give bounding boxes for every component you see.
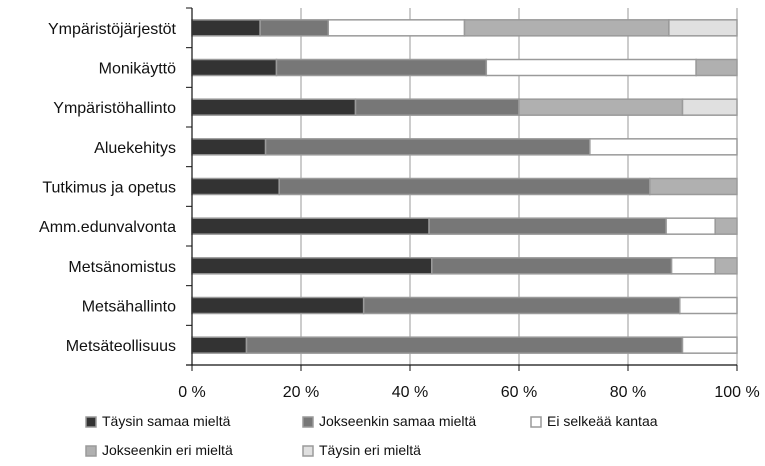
bar-segment bbox=[681, 98, 738, 116]
bar-segment bbox=[714, 217, 738, 235]
category-label: Ympäristöhallinto bbox=[53, 100, 176, 117]
category-label: Monikäyttö bbox=[99, 61, 176, 78]
x-tick-label: 100 % bbox=[714, 384, 759, 401]
bar-segment bbox=[589, 138, 738, 156]
bar-segment bbox=[191, 257, 433, 275]
legend-label: Täysin eri mieltä bbox=[319, 442, 421, 458]
legend-label: Jokseenkin eri mieltä bbox=[102, 442, 233, 458]
legend-swatch bbox=[85, 445, 97, 457]
category-labels: Ympäristöjärjestöt Monikäyttö Ympäristöhal… bbox=[39, 21, 177, 355]
x-tick-label: 0 % bbox=[178, 384, 206, 401]
legend-swatch bbox=[85, 416, 97, 428]
bar-segment bbox=[714, 257, 738, 275]
bar-segment bbox=[649, 177, 738, 196]
legend-swatch bbox=[302, 445, 314, 457]
bar-segment bbox=[191, 58, 278, 77]
bar-segment bbox=[354, 98, 520, 116]
legend-swatch bbox=[302, 416, 314, 428]
bar-segment bbox=[278, 177, 651, 196]
x-tick-label: 60 % bbox=[501, 384, 537, 401]
legend-label: Ei selkeää kantaa bbox=[547, 413, 658, 429]
bar-segment bbox=[191, 98, 357, 116]
category-label: Tutkimus ja opetus bbox=[42, 180, 176, 197]
bar-segment bbox=[670, 257, 716, 275]
x-tick-labels: 0 % 20 % 40 % 60 % 80 % 100 % bbox=[178, 384, 759, 401]
bar-segment bbox=[362, 296, 681, 315]
category-label: Ympäristöjärjestöt bbox=[48, 21, 177, 38]
bar-segment bbox=[264, 138, 591, 156]
bar-segment bbox=[428, 217, 667, 235]
legend-label: Täysin samaa mieltä bbox=[102, 413, 231, 429]
bar-segment bbox=[191, 217, 430, 235]
category-label: Metsäteollisuus bbox=[66, 338, 176, 355]
bar-segment bbox=[245, 336, 684, 354]
bars bbox=[191, 19, 738, 354]
bar-segment bbox=[327, 19, 466, 37]
bar-segment bbox=[668, 19, 738, 37]
category-label: Aluekehitys bbox=[94, 140, 176, 157]
category-label: Metsähallinto bbox=[82, 299, 176, 316]
bar-segment bbox=[259, 19, 329, 37]
bar-segment bbox=[191, 336, 248, 354]
x-tick-label: 40 % bbox=[392, 384, 428, 401]
bar-segment bbox=[191, 296, 365, 315]
bar-segment bbox=[431, 257, 673, 275]
bar-segment bbox=[681, 336, 738, 354]
bar-segment bbox=[191, 138, 267, 156]
x-tick-label: 20 % bbox=[283, 384, 319, 401]
legend-label: Jokseenkin samaa mieltä bbox=[319, 413, 476, 429]
bar-segment bbox=[695, 58, 738, 77]
x-tick-label: 80 % bbox=[610, 384, 646, 401]
bar-segment bbox=[518, 98, 684, 116]
bar-segment bbox=[191, 19, 261, 37]
bar-segment bbox=[191, 177, 280, 196]
bar-segment bbox=[275, 58, 488, 77]
bar-segment bbox=[679, 296, 738, 315]
category-label: Amm.edunvalvonta bbox=[39, 219, 176, 236]
bar-segment bbox=[485, 58, 697, 77]
bar-segment bbox=[665, 217, 716, 235]
legend-swatch bbox=[530, 416, 542, 428]
axes bbox=[186, 7, 738, 371]
legend: Täysin samaa mieltä Jokseenkin samaa miel… bbox=[85, 413, 658, 458]
category-label: Metsänomistus bbox=[68, 259, 176, 276]
bar-segment bbox=[463, 19, 670, 37]
